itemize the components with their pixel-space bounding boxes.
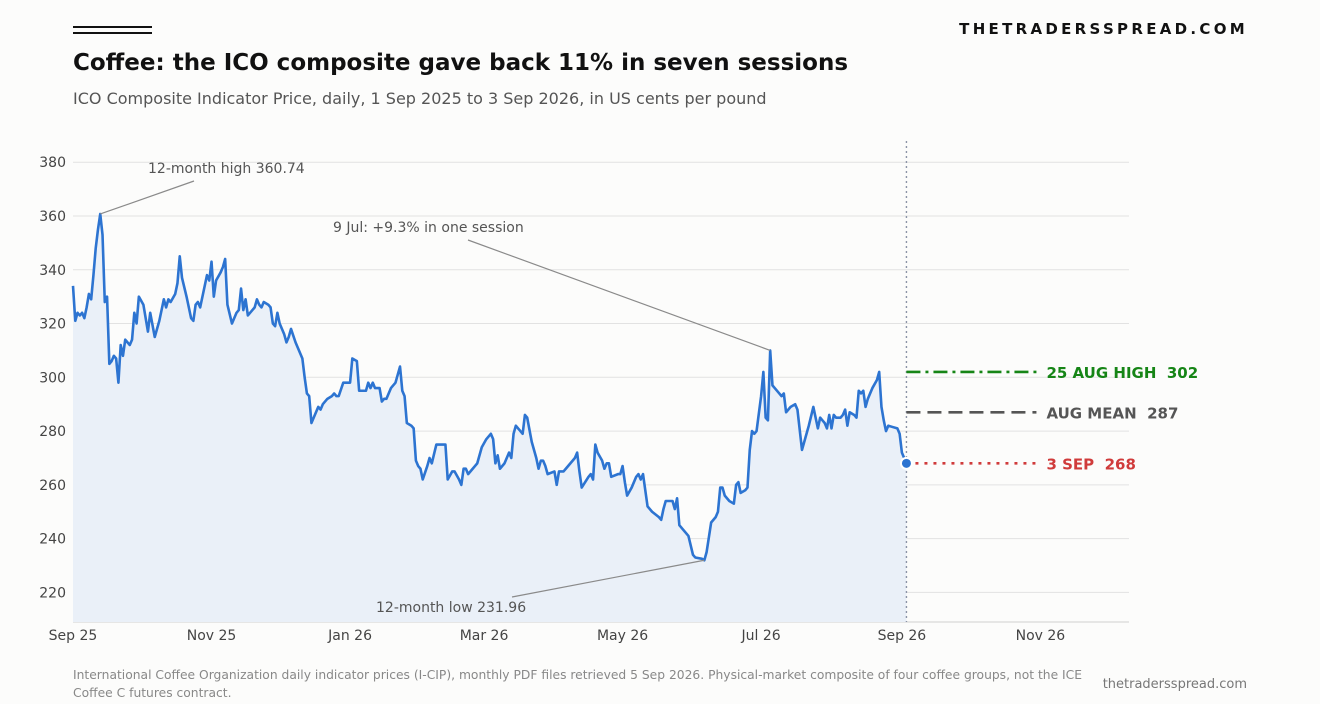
header-rule-top [73, 26, 152, 28]
y-tick-label: 220 [39, 585, 66, 601]
annotation-12-month-low-leader [511, 559, 705, 598]
x-tick-label: Nov 25 [187, 628, 237, 644]
annotation-12-month-high-leader [100, 180, 195, 215]
y-tick-label: 240 [39, 532, 66, 548]
high-reference-line-label: 25 AUG HIGH 302 [1046, 364, 1198, 382]
annotation-12-month-high: 12-month high 360.74 [148, 161, 305, 177]
price-line [71, 212, 908, 562]
x-tick-label: Jan 26 [327, 628, 372, 644]
annotation-9-jul-jump-leader [467, 239, 771, 351]
last-price-reference-line-label: 3 SEP 268 [1046, 455, 1135, 473]
series-area-fill [73, 213, 907, 623]
chart-subtitle: ICO Composite Indicator Price, daily, 1 … [73, 89, 767, 108]
x-tick-label: Mar 26 [460, 628, 509, 644]
x-tick-label: Jul 26 [741, 628, 781, 644]
annotation-9-jul-jump: 9 Jul: +9.3% in one session [333, 220, 524, 236]
y-tick-label: 360 [39, 209, 66, 225]
footer-site-link[interactable]: thetradersspread.com [1102, 677, 1247, 692]
annotation-12-month-low: 12-month low 231.96 [376, 600, 526, 616]
y-tick-label: 340 [39, 263, 66, 279]
source-footnote: International Coffee Organization daily … [73, 668, 1083, 700]
x-tick-label: May 26 [597, 628, 648, 644]
latest-price-dot [899, 456, 913, 470]
x-tick-label: Sep 26 [878, 628, 927, 644]
y-tick-label: 260 [39, 478, 66, 494]
brand-wordmark: THETRADERSSPREAD.COM [959, 20, 1248, 38]
mean-reference-line-label: AUG MEAN 287 [1046, 404, 1178, 422]
header-rule-bottom [73, 32, 152, 34]
y-tick-label: 280 [39, 424, 66, 440]
y-tick-label: 300 [39, 370, 66, 386]
chart-title: Coffee: the ICO composite gave back 11% … [73, 50, 849, 76]
x-tick-label: Sep 25 [49, 628, 98, 644]
y-tick-label: 320 [39, 317, 66, 333]
y-tick-label: 380 [39, 155, 66, 171]
x-tick-label: Nov 26 [1016, 628, 1066, 644]
